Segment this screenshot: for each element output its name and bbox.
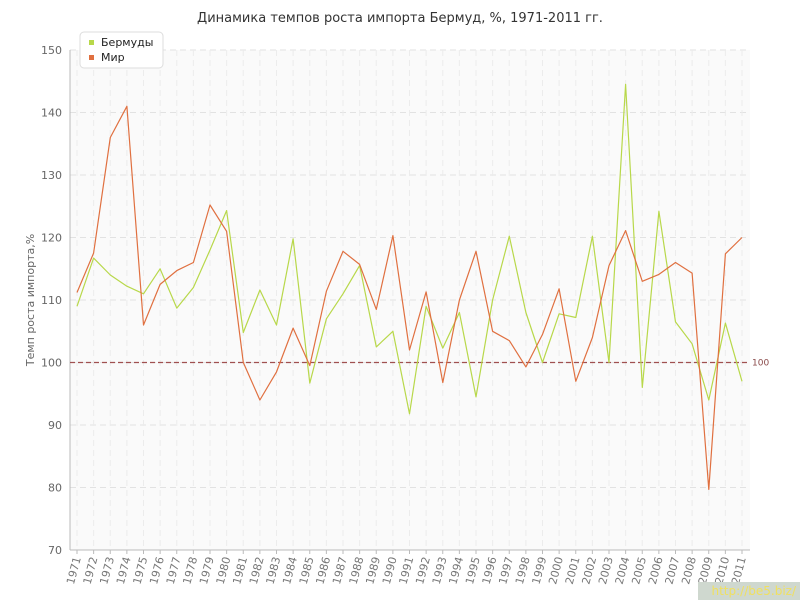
- y-tick-label: 140: [41, 107, 62, 120]
- legend-swatch: [89, 40, 94, 45]
- y-tick-label: 90: [48, 419, 62, 432]
- y-tick-label: 110: [41, 294, 62, 307]
- legend-swatch: [89, 55, 94, 60]
- series-lines: [76, 83, 743, 490]
- legend-label: Мир: [101, 51, 125, 64]
- y-tick-label: 130: [41, 169, 62, 182]
- series-line-1: [76, 83, 743, 415]
- legend-label: Бермуды: [101, 36, 153, 49]
- legend-box: [79, 31, 164, 69]
- series-line-2: [76, 105, 743, 490]
- watermark-link[interactable]: http://be5.biz/: [698, 582, 800, 600]
- x-tick-labels: 1971197219731974197519761977197819791980…: [64, 550, 749, 586]
- reference-line: 100: [70, 359, 769, 369]
- y-tick-label: 70: [48, 544, 62, 557]
- y-axis-label: Темп роста импорта,%: [24, 234, 37, 367]
- chart-title: Динамика темпов роста импорта Бермуд, %,…: [197, 11, 603, 26]
- y-tick-label: 120: [41, 232, 62, 245]
- y-tick-labels: 70 80 90 100 110 120 130 140 150: [41, 44, 62, 557]
- y-tick-label: 80: [48, 482, 62, 495]
- legend: Бермуды Мир: [79, 31, 164, 69]
- y-tick-label: 100: [41, 357, 62, 370]
- y-tick-label: 150: [41, 44, 62, 57]
- reference-line-label: 100: [752, 359, 769, 369]
